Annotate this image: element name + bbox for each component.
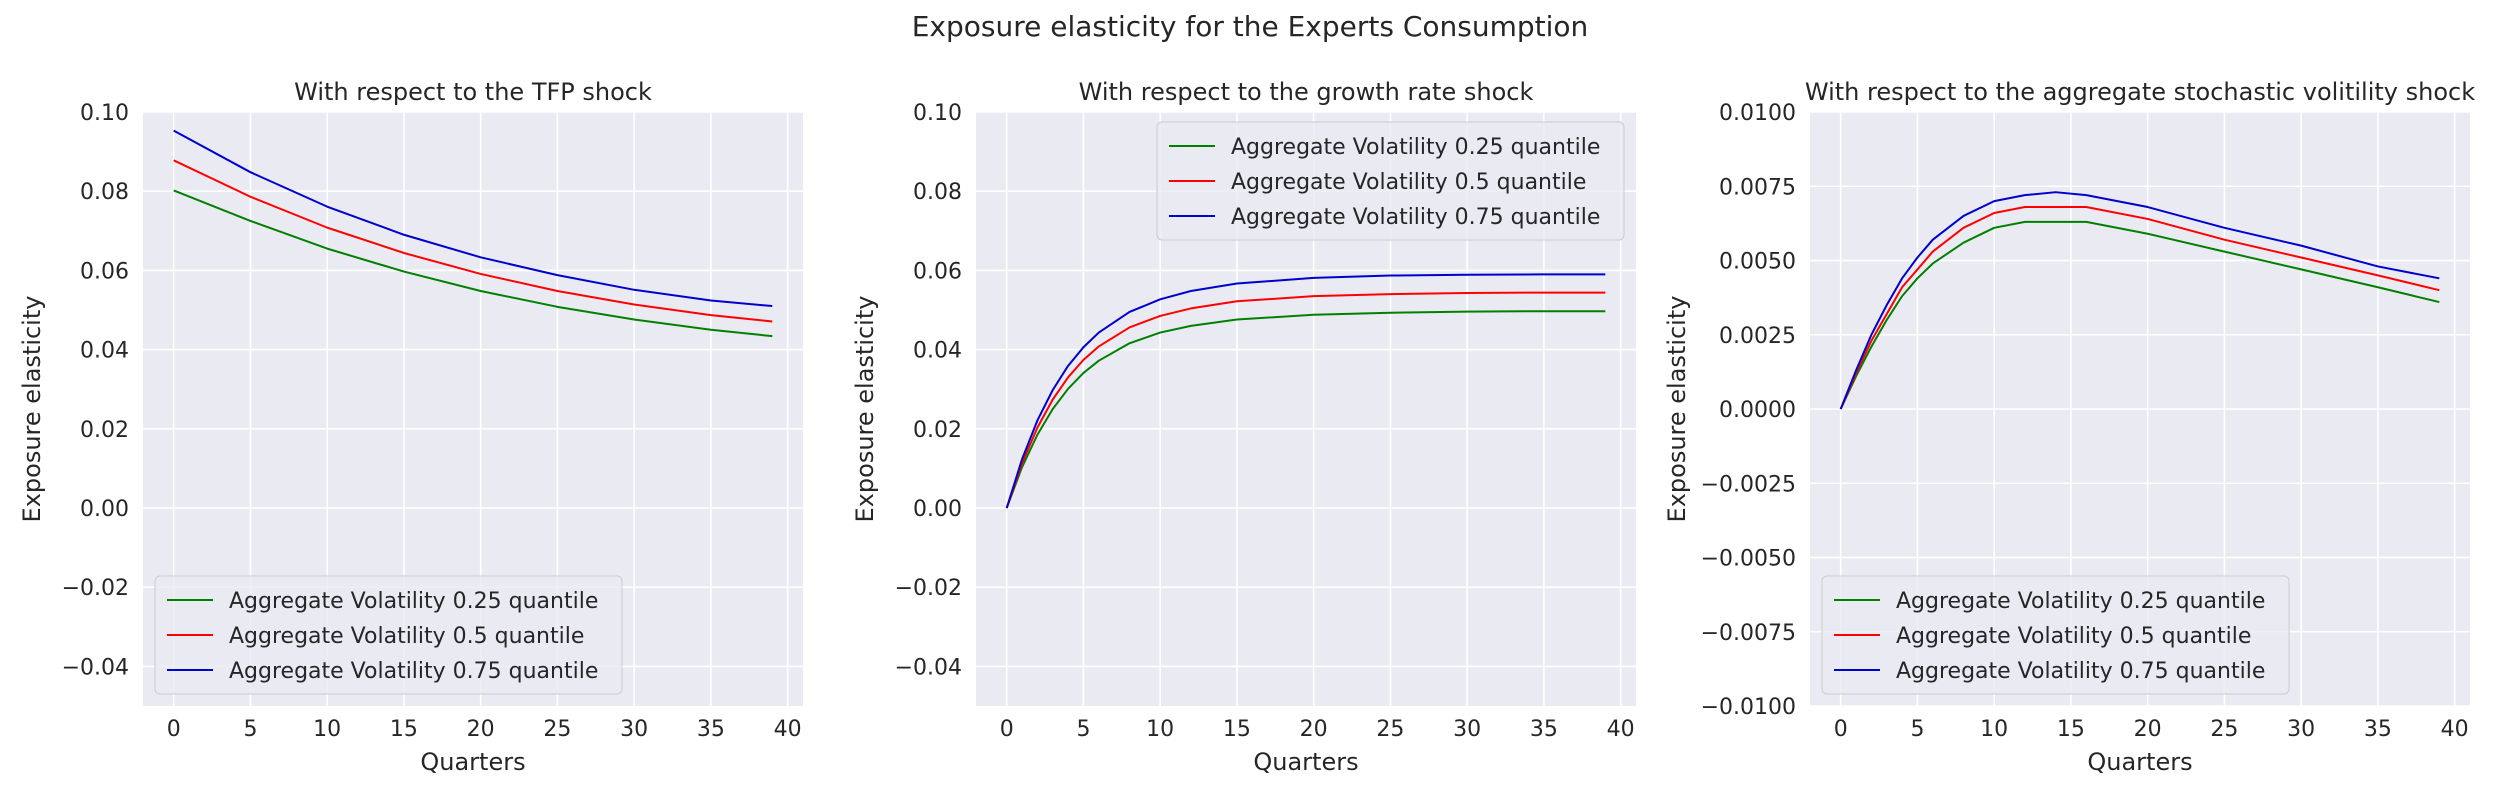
x-tick-label: 30 [1453, 717, 1481, 742]
y-tick-label: 0.10 [913, 101, 962, 126]
panel-title: With respect to the TFP shock [294, 78, 652, 106]
x-tick-label: 35 [1530, 717, 1558, 742]
legend-entry: Aggregate Volatility 0.25 quantile [229, 589, 598, 614]
y-tick-label: −0.0025 [1701, 472, 1796, 497]
y-tick-label: −0.02 [62, 576, 129, 601]
y-tick-label: 0.0000 [1719, 398, 1796, 423]
legend-entry: Aggregate Volatility 0.75 quantile [229, 659, 598, 684]
y-tick-label: 0.02 [913, 418, 962, 443]
y-tick-label: 0.00 [80, 497, 129, 522]
chart-panel-3: 0 5 10 15 20 25 30 35 40 −0.0100 −0.0075 −0.0050 −0.… [1663, 78, 2475, 776]
x-tick-label: 5 [243, 717, 257, 742]
x-tick-label: 20 [467, 717, 495, 742]
x-tick-label: 10 [313, 717, 341, 742]
y-tick-label: 0.0075 [1719, 175, 1796, 200]
legend-box [1156, 121, 1625, 241]
legend-entry: Aggregate Volatility 0.5 quantile [1231, 170, 1586, 195]
legend: Aggregate Volatility 0.25 quantile Aggreg… [1821, 575, 2290, 695]
x-tick-label: 25 [543, 717, 571, 742]
series-line-3 [1839, 191, 2440, 410]
x-tick-label: 30 [2287, 717, 2315, 742]
x-tick-label: 15 [2057, 717, 2085, 742]
x-tick-label: 20 [1300, 717, 1328, 742]
y-tick-label: 0.0050 [1719, 250, 1796, 275]
x-tick-label: 30 [620, 717, 648, 742]
y-tick-label: 0.00 [913, 497, 962, 522]
x-axis-label: Quarters [420, 748, 525, 776]
series-line-3 [1005, 273, 1606, 509]
x-tick-label: 35 [2364, 717, 2392, 742]
y-tick-label: 0.04 [913, 339, 962, 364]
x-axis-label: Quarters [1253, 748, 1358, 776]
y-tick-label: 0.0025 [1719, 324, 1796, 349]
x-tick-label: 0 [1834, 717, 1848, 742]
x-axis-label: Quarters [2087, 748, 2192, 776]
legend-box [1821, 575, 2290, 695]
x-tick-label: 0 [1000, 717, 1014, 742]
series-line-1 [173, 189, 773, 338]
chart-panel-2: 0 5 10 15 20 25 30 35 40 −0.04 −0.02 0.00 0.02 0.04 0.… [851, 78, 1636, 776]
panel-title: With respect to the growth rate shock [1079, 78, 1534, 106]
x-tick-label: 25 [1376, 717, 1404, 742]
x-tick-label: 40 [774, 717, 802, 742]
legend: Aggregate Volatility 0.25 quantile Aggreg… [154, 575, 623, 695]
x-tick-label: 15 [390, 717, 418, 742]
legend-entry: Aggregate Volatility 0.5 quantile [229, 624, 584, 649]
y-tick-label: 0.06 [80, 259, 129, 284]
x-tick-label: 5 [1910, 717, 1924, 742]
chart-panel-1: 0 5 10 15 20 25 30 35 40 −0.04 −0.02 0.00 0.02 0.04 0.… [18, 78, 803, 776]
x-tick-label: 10 [1980, 717, 2008, 742]
y-tick-label: −0.0100 [1701, 695, 1796, 720]
x-tick-label: 15 [1223, 717, 1251, 742]
x-tick-label: 0 [167, 717, 181, 742]
y-tick-label: 0.02 [80, 418, 129, 443]
series-line-3 [173, 129, 773, 308]
y-tick-label: 0.08 [913, 180, 962, 205]
y-tick-label: −0.04 [895, 655, 962, 680]
x-tick-label: 10 [1146, 717, 1174, 742]
series-line-2 [1839, 206, 2440, 410]
panel-title: With respect to the aggregate stochastic… [1805, 78, 2475, 106]
x-tick-label: 40 [1607, 717, 1635, 742]
x-tick-label: 40 [2441, 717, 2469, 742]
y-tick-label: −0.0075 [1701, 621, 1796, 646]
y-tick-label: −0.04 [62, 655, 129, 680]
y-tick-label: 0.08 [80, 180, 129, 205]
y-axis-label: Exposure elasticity [851, 296, 879, 523]
legend-entry: Aggregate Volatility 0.5 quantile [1896, 624, 2251, 649]
y-tick-label: 0.0100 [1719, 101, 1796, 126]
series-line-2 [173, 159, 773, 323]
y-tick-label: −0.02 [895, 576, 962, 601]
y-tick-label: 0.06 [913, 259, 962, 284]
x-tick-label: 5 [1076, 717, 1090, 742]
y-axis-label: Exposure elasticity [1663, 296, 1691, 523]
legend-entry: Aggregate Volatility 0.75 quantile [1896, 659, 2265, 684]
legend-box [154, 575, 623, 695]
legend: Aggregate Volatility 0.25 quantile Aggreg… [1156, 121, 1625, 241]
x-tick-label: 20 [2134, 717, 2162, 742]
x-tick-label: 25 [2210, 717, 2238, 742]
legend-entry: Aggregate Volatility 0.25 quantile [1896, 589, 2265, 614]
series-line-1 [1005, 310, 1606, 509]
y-tick-label: −0.0050 [1701, 547, 1796, 572]
series-line-2 [1005, 291, 1606, 509]
y-tick-label: 0.10 [80, 101, 129, 126]
series-line-1 [1839, 220, 2440, 410]
x-tick-label: 35 [697, 717, 725, 742]
legend-entry: Aggregate Volatility 0.25 quantile [1231, 135, 1600, 160]
legend-entry: Aggregate Volatility 0.75 quantile [1231, 205, 1600, 230]
figure-title: Exposure elasticity for the Experts Cons… [911, 10, 1589, 43]
y-axis-label: Exposure elasticity [18, 296, 46, 523]
y-tick-label: 0.04 [80, 339, 129, 364]
